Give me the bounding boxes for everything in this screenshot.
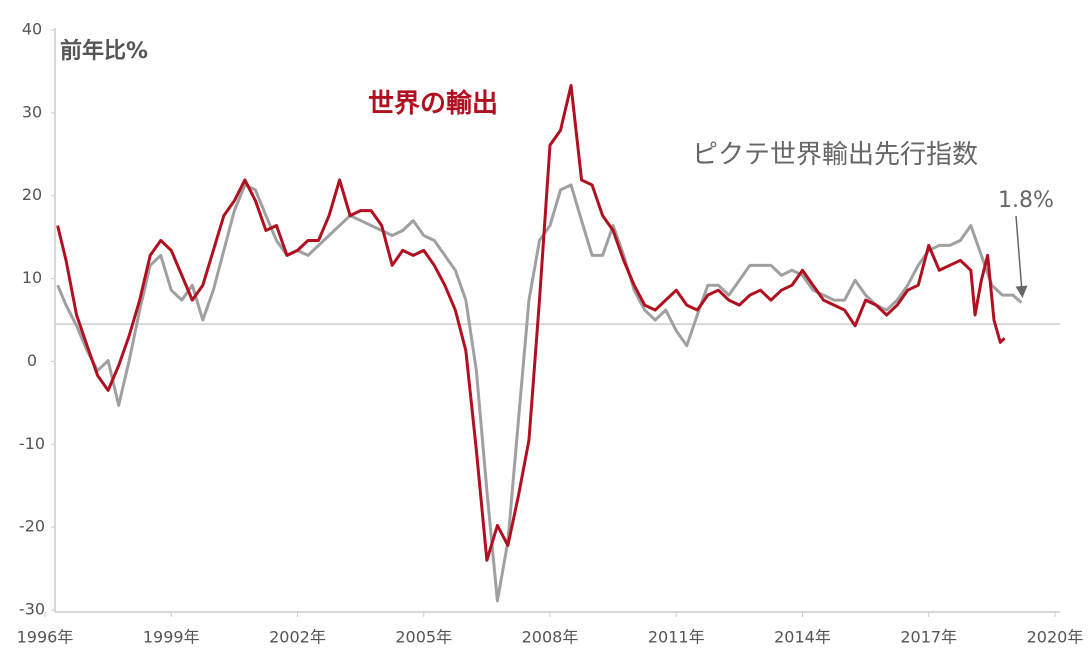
y-tick-label: 20	[22, 185, 42, 204]
x-tick-label: 2014年	[774, 628, 831, 647]
y-tick-label: -30	[19, 600, 45, 619]
y-tick-label: -20	[19, 517, 45, 536]
y-unit-label: 前年比%	[60, 38, 148, 64]
y-tick-label: -10	[19, 434, 45, 453]
x-tick-label: 1996年	[17, 628, 74, 647]
annotation: 1.8%	[998, 188, 1054, 213]
x-tick-label: 2002年	[269, 628, 326, 647]
x-tick-label: 2008年	[522, 628, 579, 647]
y-tick-label: 10	[22, 268, 42, 287]
x-tick-label: 1999年	[143, 628, 200, 647]
y-tick-label: 0	[27, 351, 37, 370]
series-line	[56, 84, 1006, 562]
series-line	[56, 183, 1023, 603]
annotation: ピクテ世界輸出先行指数	[692, 140, 978, 170]
x-tick-label: 2005年	[395, 628, 452, 647]
annotation: 世界の輸出	[368, 88, 498, 119]
arrow	[1015, 215, 1028, 298]
x-tick-label: 2017年	[900, 628, 957, 647]
y-tick-label: 40	[22, 20, 42, 39]
y-tick-label: 30	[22, 102, 42, 121]
x-tick-label: 2011年	[648, 628, 705, 647]
x-tick-label: 2020年	[1027, 628, 1084, 647]
